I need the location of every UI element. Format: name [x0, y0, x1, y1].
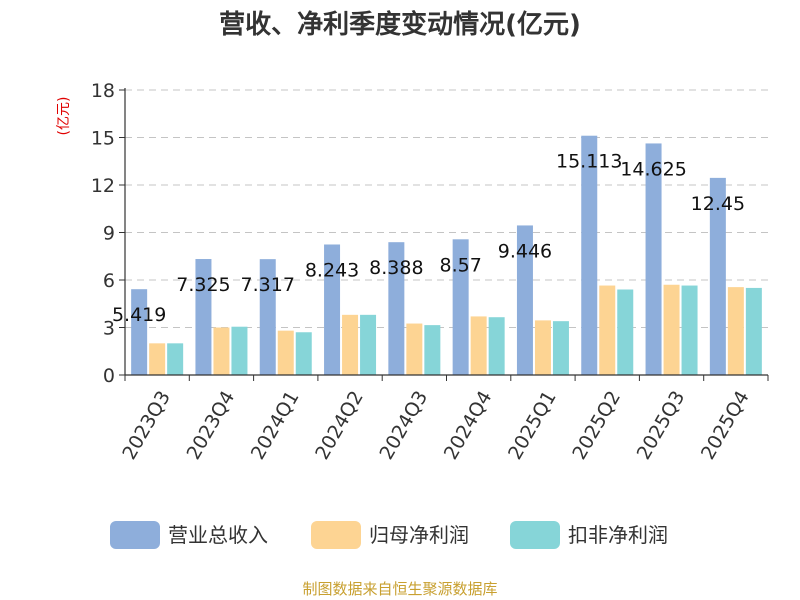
bar [727, 287, 744, 375]
legend-item: 扣非净利润 [510, 521, 668, 549]
legend: 营业总收入 归母净利润 扣非净利润 [110, 521, 668, 549]
legend-swatch [510, 521, 560, 549]
y-axis-label: (亿元) [56, 97, 72, 136]
bar [149, 343, 166, 375]
data-label: 7.317 [241, 274, 295, 296]
x-tick-label: 2025Q3 [633, 387, 690, 463]
bar [388, 242, 405, 375]
x-tick-label: 2024Q2 [311, 387, 368, 463]
x-tick-label: 2025Q2 [568, 387, 625, 463]
axes [119, 88, 769, 381]
bar [516, 225, 533, 375]
bar [599, 285, 616, 375]
x-tick-label: 2025Q4 [697, 387, 754, 463]
y-tick-labels: 0 3 6 9 12 15 18 [91, 80, 115, 387]
x-tick-label: 2023Q4 [183, 387, 240, 463]
bar [488, 317, 505, 375]
bar [167, 343, 184, 375]
legend-label: 归母净利润 [369, 523, 469, 547]
bars [131, 135, 762, 375]
bar [663, 284, 680, 375]
x-tick-label: 2024Q3 [375, 387, 432, 463]
bar [406, 323, 423, 375]
bar [131, 289, 148, 375]
bar [342, 314, 359, 375]
x-tick-label: 2025Q1 [504, 387, 561, 463]
x-tick-label: 2023Q3 [118, 387, 175, 463]
legend-label: 营业总收入 [168, 523, 268, 547]
legend-item: 归母净利润 [311, 521, 469, 549]
y-tick-label: 18 [91, 80, 115, 102]
y-tick-label: 0 [103, 365, 115, 387]
y-tick-label: 15 [91, 128, 115, 150]
legend-item: 营业总收入 [110, 521, 268, 549]
chart-title: 营收、净利季度变动情况(亿元) [219, 9, 581, 40]
legend-swatch [311, 521, 361, 549]
data-label: 8.57 [439, 254, 481, 276]
bar [195, 259, 212, 375]
bar [452, 239, 469, 375]
y-tick-label: 12 [91, 175, 115, 197]
data-label: 9.446 [498, 240, 552, 262]
x-tick-labels: 2023Q3 2023Q4 2024Q1 2024Q2 2024Q3 2024Q4 2025… [118, 387, 753, 463]
data-label: 8.388 [369, 257, 423, 279]
bar [470, 316, 487, 375]
bar [709, 177, 726, 375]
bar [645, 143, 662, 375]
data-label: 12.45 [691, 193, 745, 215]
y-tick-label: 3 [103, 318, 115, 340]
bar [424, 325, 441, 375]
bar [324, 244, 341, 375]
data-label: 5.419 [112, 304, 166, 326]
x-tick-label: 2024Q1 [247, 387, 304, 463]
bar [745, 287, 762, 375]
x-tick-label: 2024Q4 [440, 387, 497, 463]
data-label: 15.113 [556, 151, 622, 173]
source-note: 制图数据来自恒生聚源数据库 [302, 580, 497, 598]
bar [213, 327, 230, 375]
data-label: 8.243 [305, 259, 359, 281]
y-tick-label: 9 [103, 223, 115, 245]
legend-swatch [110, 521, 160, 549]
legend-label: 扣非净利润 [568, 523, 668, 547]
y-tick-label: 6 [103, 270, 115, 292]
bar [231, 326, 248, 375]
bar [277, 330, 294, 375]
bar [534, 320, 551, 375]
data-labels: 5.419 7.325 7.317 8.243 8.388 8.57 9.446 15.113… [112, 151, 745, 326]
bar [295, 332, 312, 375]
bar [581, 135, 598, 375]
bar [617, 289, 634, 375]
bar [360, 314, 377, 375]
data-label: 14.625 [620, 158, 686, 180]
bar [552, 321, 569, 375]
data-label: 7.325 [176, 274, 230, 296]
bar [681, 285, 698, 375]
bar [259, 259, 276, 375]
